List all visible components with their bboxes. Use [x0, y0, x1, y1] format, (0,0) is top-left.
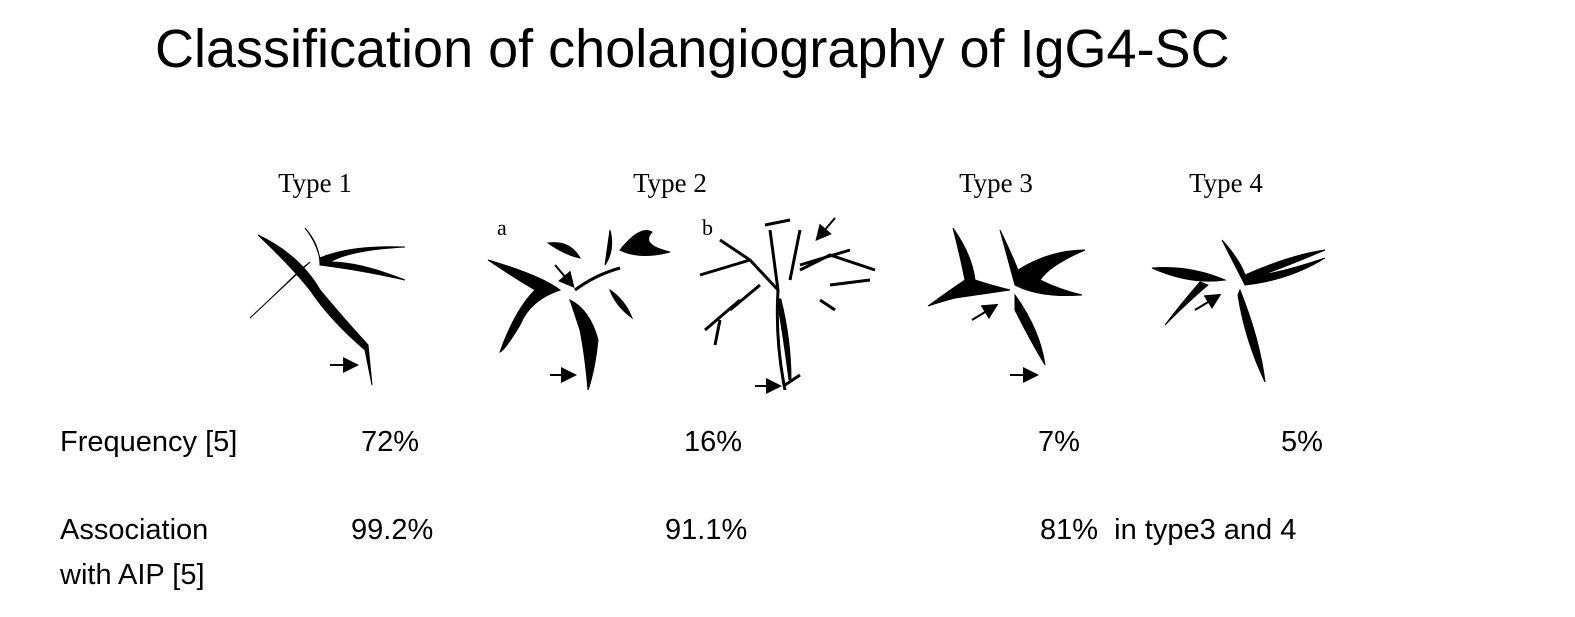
type-label: Type 3 [959, 168, 1033, 198]
cell: 91.1% [665, 514, 748, 546]
cell: 72% [361, 426, 420, 458]
type2a-drawing [487, 229, 671, 391]
cell: 7% [1038, 426, 1080, 458]
cell: 81% in type3 and 4 [1040, 514, 1297, 546]
cell: 99.2% [351, 514, 434, 546]
subtype-label: a [497, 215, 507, 240]
type2b-drawing [699, 217, 876, 394]
row-label: Frequency [5] [60, 426, 238, 458]
cell: 16% [684, 426, 743, 458]
type-label: Type 1 [278, 168, 352, 198]
type-label: Type 2 [633, 168, 707, 198]
type3-drawing [927, 227, 1086, 383]
title: Classification of cholangiography of IgG… [155, 19, 1230, 79]
subtype-label: b [702, 215, 713, 240]
row-label: Association [60, 514, 209, 546]
type-label: Type 4 [1189, 168, 1263, 198]
cell: 5% [1281, 426, 1323, 458]
row-label: with AIP [5] [60, 559, 205, 591]
type4-drawing [1151, 239, 1326, 383]
type1-drawing [249, 227, 406, 386]
